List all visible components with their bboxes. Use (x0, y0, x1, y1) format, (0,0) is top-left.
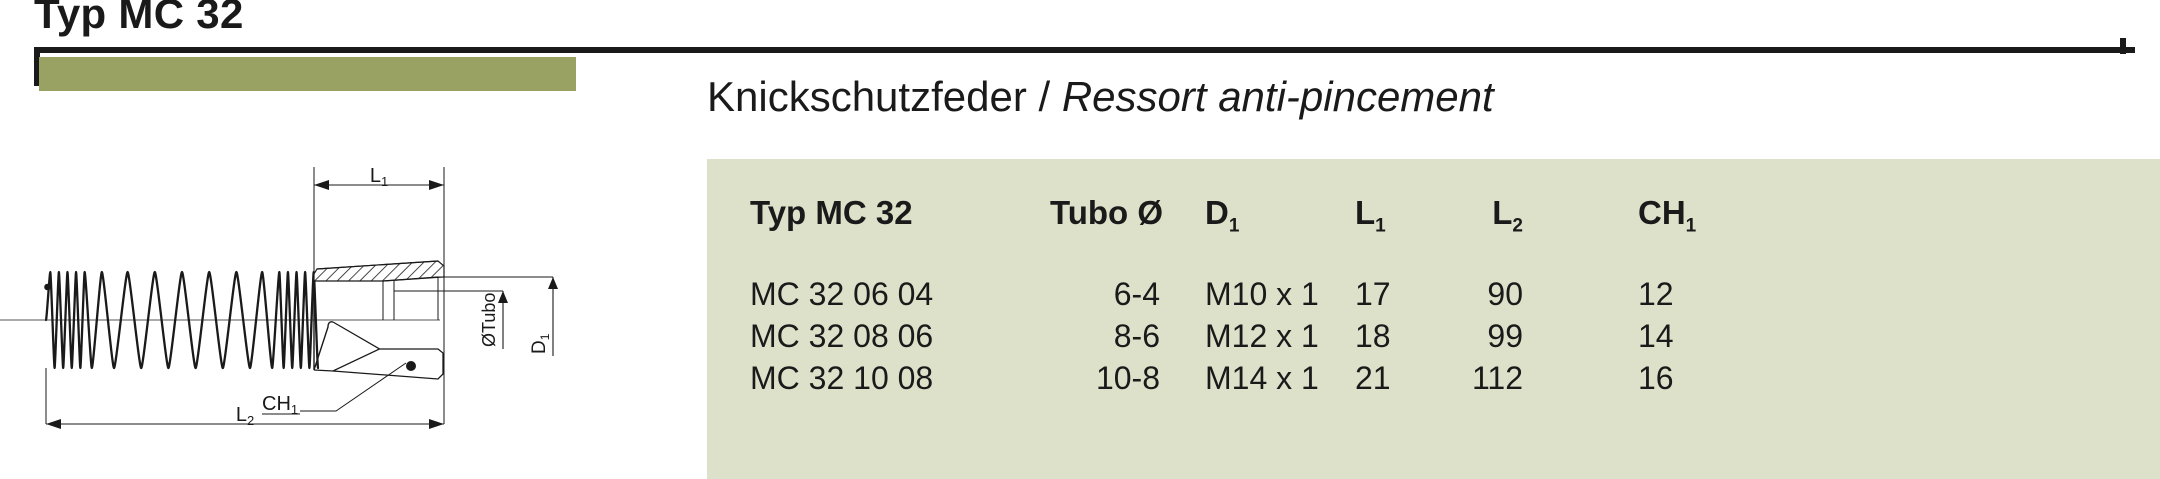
svg-text:L1: L1 (370, 165, 388, 189)
svg-text:D1: D1 (529, 333, 552, 354)
svg-text:CH1: CH1 (262, 393, 298, 417)
svg-text:L2: L2 (236, 404, 254, 428)
svg-text:ØTubo: ØTubo (479, 293, 499, 347)
